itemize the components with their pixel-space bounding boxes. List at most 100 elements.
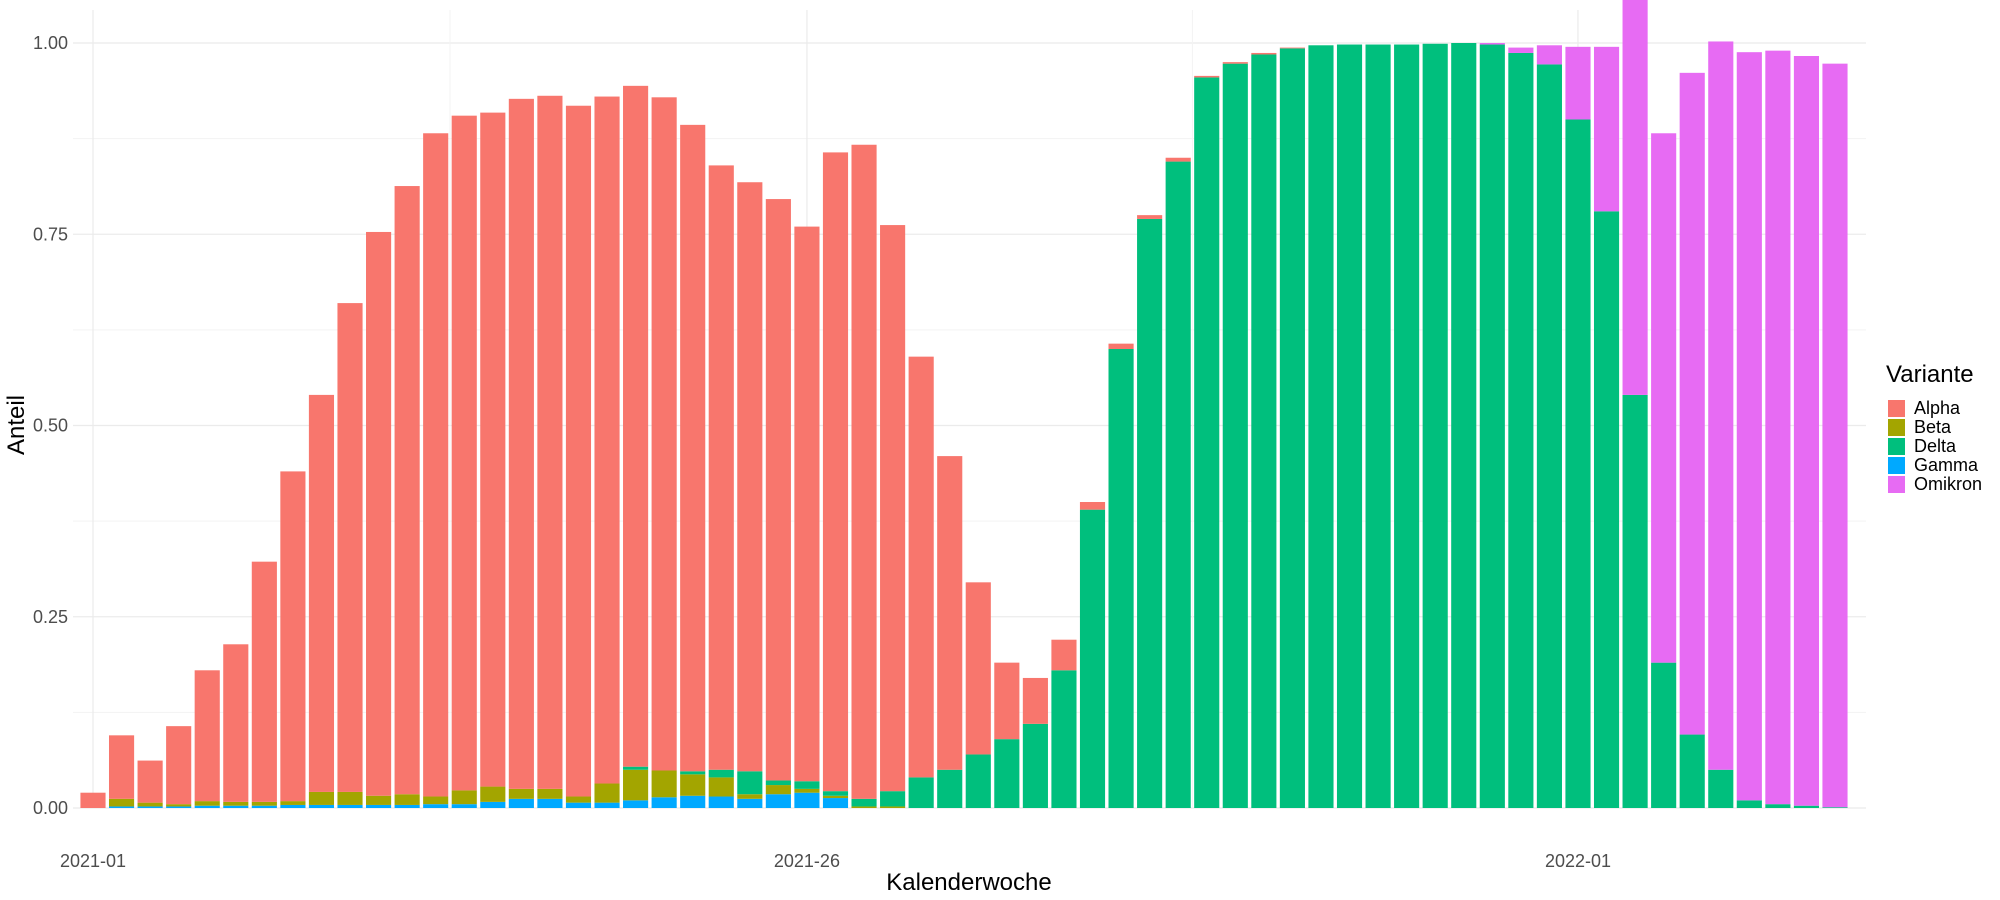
bar-segment-delta [965,754,991,808]
bar-segment-alpha [1051,639,1077,671]
bar-segment-omikron [1793,56,1820,806]
bar-segment-gamma [308,804,335,808]
bar-segment-gamma [651,797,677,808]
bar-segment-delta [765,780,791,786]
bar-segment-alpha [508,98,534,789]
bar-segment-beta [108,798,135,807]
bar-segment-delta [1765,804,1791,808]
x-tick-label: 2021-01 [60,851,126,871]
bar-segment-alpha [623,85,649,767]
bar-segment-gamma [508,798,534,808]
bar-segment-alpha [337,303,363,792]
bar-segment-gamma [737,798,763,808]
bar-segment-gamma [251,805,277,808]
bar-segment-beta [680,774,706,796]
legend-key-gamma [1888,457,1905,474]
bar-segment-alpha [565,105,592,797]
bar-segment-beta [423,796,449,805]
bar-segment-alpha [166,726,192,805]
bar-segment-alpha [794,226,820,782]
bar-segment-delta [1479,44,1505,808]
y-tick-label: 0.75 [33,224,68,244]
bar-segment-alpha [1108,343,1134,349]
legend-label-omikron: Omikron [1914,474,1982,494]
x-tick-label: 2021-26 [774,851,840,871]
bar-segment-alpha [1022,677,1048,724]
bar-segment-alpha [1079,502,1106,510]
bar-segment-beta [708,777,734,797]
bar-segment-delta [851,798,877,807]
bar-segment-alpha [822,152,849,792]
bar-segment-beta [651,770,677,798]
bar-segment-gamma [280,804,306,808]
bar-segment-beta [565,796,592,803]
bar-segment-delta [1251,54,1277,809]
legend-key-beta [1888,419,1905,436]
bar-segment-omikron [1679,72,1705,735]
bar-segment-alpha [223,644,249,802]
bar-segment-delta [908,777,934,808]
bar-segment-gamma [166,806,192,808]
y-tick-label: 0.00 [33,798,68,818]
bar-segment-gamma [108,806,135,808]
bar-segment-omikron [1508,47,1534,53]
bar-segment-alpha [851,144,877,799]
bar-segment-alpha [1194,75,1220,78]
bar-segment-gamma [708,796,734,808]
legend-label-delta: Delta [1914,436,1957,456]
bar-segment-delta [623,766,649,770]
bar-segment-gamma [680,795,706,808]
bar-segment-delta [1565,119,1591,808]
bar-segment-omikron [1708,41,1734,770]
bar-segment-alpha [80,792,106,808]
bar-segment-gamma [366,804,392,808]
bar-segment-alpha [280,471,306,802]
bar-segment-delta [880,791,906,807]
bar-segment-omikron [1765,50,1791,805]
bar-segment-gamma [194,805,220,808]
x-tick-label: 2022-01 [1545,851,1611,871]
bar-segment-omikron [1536,45,1562,65]
bar-segment-beta [251,801,277,806]
bar-segment-gamma [623,800,649,808]
y-tick-label: 1.00 [33,33,68,53]
bar-segment-gamma [223,805,249,808]
bar-segment-delta [937,769,963,808]
bar-segment-gamma [451,804,477,808]
bar-segment-alpha [994,662,1020,740]
bar-segment-beta [623,769,649,801]
bar-segment-beta [794,788,820,793]
bar-segment-delta [1108,349,1134,808]
bar-segment-beta [508,788,534,799]
bar-segment-alpha [308,394,335,792]
bar-segment-beta [280,801,306,805]
bar-segment-delta [708,769,734,778]
bar-segment-delta [1137,218,1163,808]
bar-segment-beta [537,788,563,799]
bar-segment-alpha [194,670,220,802]
bar-segment-alpha [965,582,991,755]
legend-label-gamma: Gamma [1914,455,1979,475]
bar-segment-beta [851,806,877,808]
y-axis-title: Anteil [3,395,30,455]
bar-segment-omikron [1822,63,1848,808]
bar-segment-delta [1365,44,1391,808]
bar-segment-beta [822,795,849,799]
bar-segment-beta [308,791,335,805]
bar-segment-gamma [137,806,163,808]
bar-segment-gamma [480,801,506,808]
bar-segment-gamma [537,798,563,808]
bar-segment-gamma [337,804,363,808]
bar-segment-delta [1593,211,1620,809]
bar-segment-alpha [1222,62,1248,64]
y-tick-label: 0.25 [33,607,68,627]
bar-segment-alpha [594,96,620,784]
bar-segment-beta [480,786,506,802]
bar-segment-alpha [451,115,477,791]
bar-segment-delta [1079,509,1106,808]
bar-segment-beta [880,806,906,808]
bar-segment-beta [394,794,420,805]
bar-segment-alpha [108,735,135,799]
bar-segment-delta [1793,805,1820,808]
